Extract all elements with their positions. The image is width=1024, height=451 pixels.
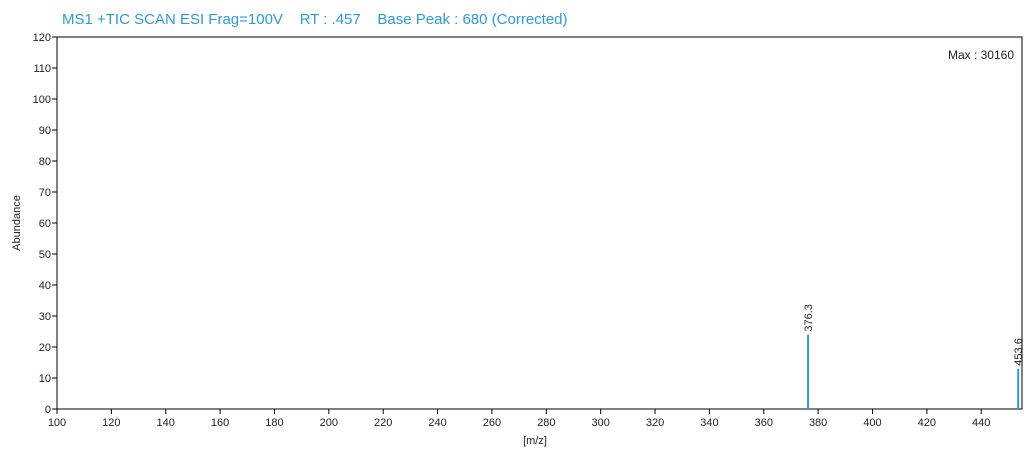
x-axis-label: [m/z]	[523, 435, 547, 447]
chart-title: MS1 +TIC SCAN ESI Frag=100V RT : .457 Ba…	[62, 11, 568, 28]
y-tick-label: 120	[33, 32, 51, 44]
plot-frame	[56, 36, 1023, 410]
x-tick-label: 420	[918, 417, 936, 429]
x-tick-label: 260	[483, 417, 501, 429]
x-tick-label: 300	[591, 417, 609, 429]
peak-label: 376.3	[803, 304, 815, 332]
x-tick-label: 320	[646, 417, 664, 429]
x-tick-label: 240	[428, 417, 446, 429]
x-axis: 100 120 140 160 180 200 220 240 260 280 300 320 340 3…	[48, 409, 990, 429]
y-tick-label: 10	[39, 373, 51, 385]
peak-label: 453.6	[1013, 338, 1024, 366]
y-tick-label: 0	[45, 404, 51, 416]
x-tick-label: 340	[700, 417, 718, 429]
x-tick-label: 180	[265, 417, 283, 429]
x-tick-label: 280	[537, 417, 555, 429]
x-tick-label: 400	[863, 417, 881, 429]
y-tick-label: 90	[39, 125, 51, 137]
peaks: 376.3 453.6	[803, 304, 1024, 409]
y-tick-label: 50	[39, 249, 51, 261]
y-tick-label: 60	[39, 218, 51, 230]
y-tick-label: 20	[39, 342, 51, 354]
y-tick-label: 110	[33, 63, 51, 75]
x-tick-label: 100	[48, 417, 66, 429]
y-tick-label: 80	[39, 156, 51, 168]
y-tick-label: 100	[33, 94, 51, 106]
x-tick-label: 360	[755, 417, 773, 429]
y-axis: 0 10 20 30 40 50 60 70 80 90 100 110 120	[33, 32, 57, 416]
y-axis-label: Abundance	[11, 195, 23, 251]
x-tick-label: 140	[157, 417, 175, 429]
x-tick-label: 380	[809, 417, 827, 429]
max-annotation: Max : 30160	[948, 48, 1014, 62]
x-tick-label: 440	[972, 417, 990, 429]
x-tick-label: 220	[374, 417, 392, 429]
x-tick-label: 120	[102, 417, 120, 429]
x-tick-label: 160	[211, 417, 229, 429]
y-tick-label: 40	[39, 280, 51, 292]
y-tick-label: 70	[39, 187, 51, 199]
x-tick-label: 200	[320, 417, 338, 429]
y-tick-label: 30	[39, 311, 51, 323]
